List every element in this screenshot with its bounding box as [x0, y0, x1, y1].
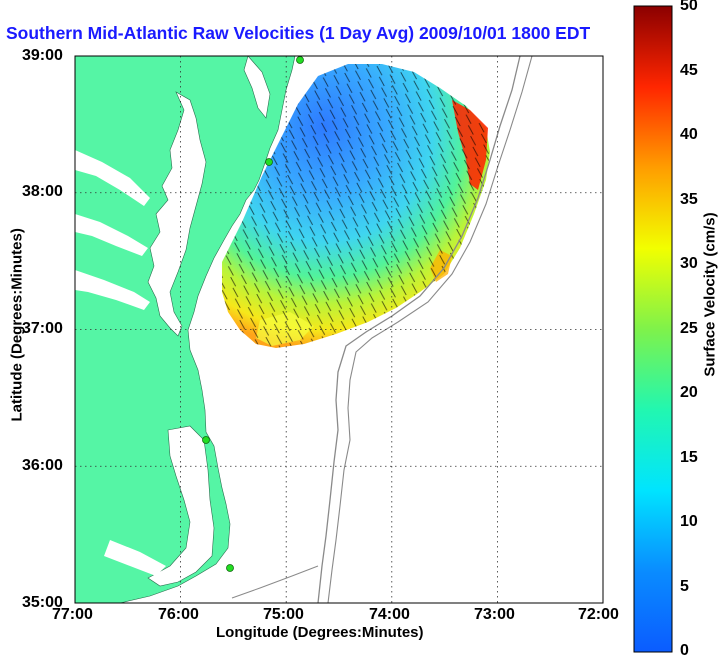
colorbar-tick-label: 20	[680, 384, 698, 401]
colorbar-tick-label: 0	[680, 642, 689, 659]
x-tick-label: 72:00	[578, 606, 619, 623]
colorbar-tick-label: 35	[680, 191, 698, 208]
colorbar	[633, 5, 673, 653]
y-tick-label: 39:00	[22, 47, 63, 64]
y-tick-label: 35:00	[22, 594, 63, 611]
map-title: Southern Mid-Atlantic Raw Velocities (1 …	[6, 23, 591, 43]
colorbar-tick-label: 15	[680, 449, 698, 466]
radar-station-marker	[202, 436, 210, 444]
bathymetry-contour	[317, 56, 521, 603]
plot-frame	[74, 55, 604, 604]
x-tick-label: 77:00	[52, 606, 93, 623]
x-axis-label: Longitude (Degrees:Minutes)	[216, 624, 424, 641]
y-tick-label: 38:00	[22, 183, 63, 200]
colorbar-tick-label: 10	[680, 513, 698, 530]
chesapeake-bay	[147, 91, 207, 337]
y-axis-label: Latitude (Degrees:Minutes)	[8, 228, 26, 422]
colorbar-tick-label: 50	[680, 0, 698, 14]
pamlico-sound	[147, 425, 215, 587]
x-tick-label: 73:00	[474, 606, 515, 623]
colorbar-tick-label: 5	[680, 578, 689, 595]
y-tick-label: 36:00	[22, 457, 63, 474]
radar-station-marker	[296, 56, 304, 64]
colorbar-tick-label: 25	[680, 320, 698, 337]
colorbar-tick-label: 40	[680, 126, 698, 143]
colorbar-tick-label: 30	[680, 255, 698, 272]
radar-station-marker	[226, 564, 234, 572]
x-tick-label: 76:00	[158, 606, 199, 623]
map-gridlines	[75, 56, 603, 603]
x-tick-label: 74:00	[369, 606, 410, 623]
radar-station-marker	[265, 158, 273, 166]
y-tick-label: 37:00	[22, 320, 63, 337]
colorbar-label: Surface Velocity (cm/s)	[701, 212, 719, 377]
x-tick-label: 75:00	[263, 606, 304, 623]
colorbar-tick-label: 45	[680, 62, 698, 79]
